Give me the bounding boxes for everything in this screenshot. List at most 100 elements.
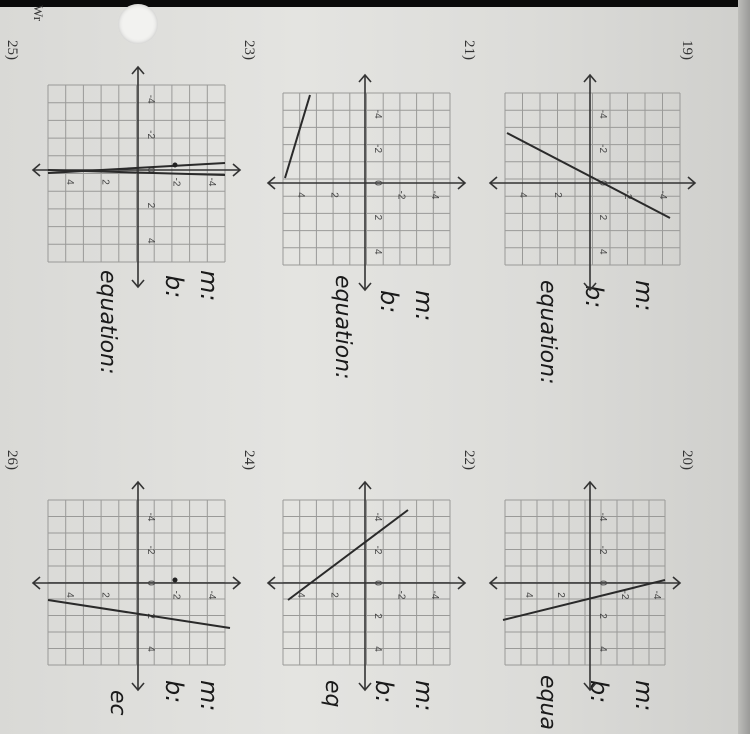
margin-mark: Wr [31, 5, 46, 22]
tick-label: 0 [597, 580, 608, 586]
tick-label: 4 [523, 592, 534, 598]
intercept-label-22: b: [370, 680, 398, 704]
arrow-left-icon [266, 176, 276, 190]
arrow-down-icon [583, 682, 597, 692]
tick-label: 2 [329, 592, 340, 598]
tick-label: 0 [372, 580, 383, 586]
tick-label: -4 [429, 591, 440, 600]
arrow-down-icon [131, 279, 145, 289]
tick-label: 4 [597, 249, 608, 255]
plotted-point [172, 577, 178, 583]
tick-label: 4 [145, 646, 156, 652]
plotted-point [172, 162, 178, 168]
slope-label-19: m: [630, 280, 658, 312]
coordinate-grid-20: -4 -2 0 2 4 -4 -2 2 4 [488, 480, 682, 692]
arrow-up-icon [358, 73, 372, 83]
intercept-label-21: b: [375, 290, 403, 314]
arrow-up-icon [583, 73, 597, 83]
intercept-label-19: b: [580, 285, 608, 309]
intercept-label-23: b: [160, 275, 188, 299]
arrow-right-icon [457, 576, 467, 590]
page-edge-shadow [738, 0, 750, 734]
arrow-right-icon [457, 176, 467, 190]
arrow-right-icon [232, 576, 242, 590]
tick-label: 4 [145, 238, 156, 244]
arrow-up-icon [131, 480, 145, 490]
arrow-left-icon [488, 576, 498, 590]
graphed-line [287, 509, 409, 601]
equation-label-20: equa [535, 675, 560, 730]
arrow-down-icon [358, 282, 372, 292]
tick-label: -2 [170, 591, 181, 600]
tick-label: 0 [372, 180, 383, 186]
tick-label: 0 [145, 167, 156, 173]
arrow-down-icon [358, 682, 372, 692]
tick-label: 0 [145, 580, 156, 586]
tick-label: 4 [64, 592, 75, 598]
problem-number-25: 25) [4, 40, 20, 60]
tick-label: -2 [170, 178, 181, 187]
tick-label: -4 [372, 513, 383, 522]
tick-label: -4 [145, 95, 156, 104]
tick-label: -4 [651, 591, 662, 600]
tick-label: 2 [597, 215, 608, 221]
tick-label: -2 [372, 144, 383, 153]
tick-label: -4 [597, 513, 608, 522]
arrow-left-icon [31, 163, 41, 177]
problem-number-24: 24) [241, 450, 257, 470]
slope-label-22: m: [410, 680, 438, 712]
intercept-label-24: b: [160, 680, 188, 704]
slope-label-23: m: [195, 270, 223, 302]
intercept-label-20: b: [585, 680, 613, 704]
arrow-right-icon [232, 163, 242, 177]
tick-label: 4 [372, 646, 383, 652]
arrow-down-icon [583, 282, 597, 292]
tick-label: 4 [372, 249, 383, 255]
coordinate-grid-22: -4 -2 0 2 4 -4 -2 2 4 [266, 480, 467, 692]
arrow-left-icon [266, 576, 276, 590]
tick-label: 2 [597, 613, 608, 619]
graphed-line [506, 132, 671, 219]
tick-label: 4 [64, 179, 75, 185]
tick-label: -2 [395, 591, 406, 600]
equation-label-21: equation: [330, 275, 355, 380]
slope-label-20: m: [630, 680, 658, 712]
equation-label-24: ec [105, 690, 130, 716]
arrow-right-icon [687, 176, 697, 190]
tick-label: 2 [329, 192, 340, 198]
tick-label: -4 [657, 191, 668, 200]
tick-label: -4 [372, 110, 383, 119]
equation-label-23: equation: [95, 270, 120, 375]
arrow-down-icon [131, 682, 145, 692]
tick-label: -2 [597, 144, 608, 153]
tick-label: 2 [145, 203, 156, 209]
equation-label-22: eq [320, 680, 345, 708]
graphed-line [47, 169, 226, 176]
arrow-right-icon [672, 576, 682, 590]
slope-label-24: m: [195, 680, 223, 712]
problem-number-23: 23) [241, 40, 257, 60]
arrow-up-icon [583, 480, 597, 490]
tick-label: -2 [395, 191, 406, 200]
tick-label: 4 [295, 192, 306, 198]
arrow-up-icon [358, 480, 372, 490]
tick-label: 2 [555, 592, 566, 598]
arrow-left-icon [488, 176, 498, 190]
graphed-line [502, 579, 666, 621]
tick-label: 4 [597, 646, 608, 652]
graphed-line [47, 599, 231, 629]
tick-label: 2 [552, 192, 563, 198]
arrow-left-icon [31, 576, 41, 590]
coordinate-grid-23: -4 -2 0 2 4 -4 -2 2 4 [31, 65, 242, 289]
slope-label-21: m: [410, 290, 438, 322]
arrow-up-icon [131, 65, 145, 75]
punch-hole [118, 4, 158, 44]
tick-label: -2 [145, 130, 156, 139]
photo-top-edge [0, 0, 750, 7]
tick-label: 4 [295, 592, 306, 598]
tick-label: -2 [372, 546, 383, 555]
problem-number-19: 19) [679, 40, 695, 60]
tick-label: 2 [372, 613, 383, 619]
